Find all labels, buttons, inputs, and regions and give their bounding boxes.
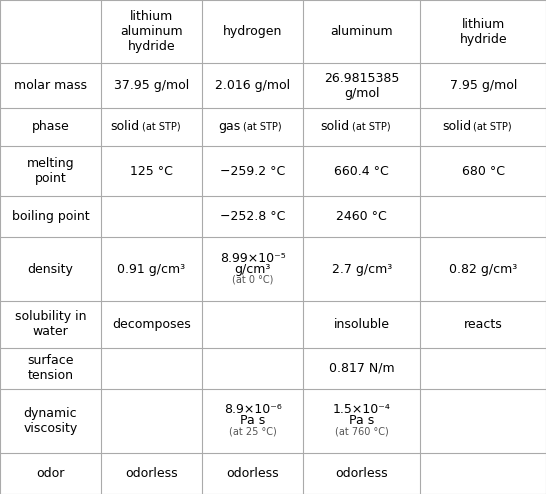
Text: melting
point: melting point [27, 157, 74, 185]
Text: −259.2 °C: −259.2 °C [220, 165, 285, 178]
Text: 0.82 g/cm³: 0.82 g/cm³ [449, 263, 518, 276]
Text: insoluble: insoluble [334, 318, 390, 331]
Text: boiling point: boiling point [11, 210, 90, 223]
Text: Pa s: Pa s [349, 414, 375, 427]
Text: 7.95 g/mol: 7.95 g/mol [449, 79, 517, 92]
Text: 37.95 g/mol: 37.95 g/mol [114, 79, 189, 92]
Text: 26.9815385
g/mol: 26.9815385 g/mol [324, 72, 400, 100]
Text: decomposes: decomposes [112, 318, 191, 331]
Text: reacts: reacts [464, 318, 502, 331]
Text: 8.99×10⁻⁵: 8.99×10⁻⁵ [219, 252, 286, 265]
Text: Pa s: Pa s [240, 414, 265, 427]
Text: 8.9×10⁻⁶: 8.9×10⁻⁶ [224, 404, 281, 416]
Text: (at STP): (at STP) [141, 122, 180, 132]
Text: 660.4 °C: 660.4 °C [334, 165, 389, 178]
Text: 2.7 g/cm³: 2.7 g/cm³ [331, 263, 392, 276]
Text: aluminum: aluminum [330, 25, 393, 38]
Text: odorless: odorless [226, 467, 279, 480]
Text: odorless: odorless [125, 467, 178, 480]
Text: odorless: odorless [335, 467, 388, 480]
Text: molar mass: molar mass [14, 79, 87, 92]
Text: −252.8 °C: −252.8 °C [220, 210, 285, 223]
Text: 2460 °C: 2460 °C [336, 210, 387, 223]
Text: 680 °C: 680 °C [462, 165, 505, 178]
Text: 125 °C: 125 °C [130, 165, 173, 178]
Text: dynamic
viscosity: dynamic viscosity [23, 407, 78, 435]
Text: gas: gas [218, 121, 240, 133]
Text: 2.016 g/mol: 2.016 g/mol [215, 79, 290, 92]
Text: solid: solid [110, 121, 139, 133]
Text: density: density [27, 263, 74, 276]
Text: (at 0 °C): (at 0 °C) [232, 275, 273, 285]
Text: lithium
hydride: lithium hydride [459, 18, 507, 46]
Text: 1.5×10⁻⁴: 1.5×10⁻⁴ [333, 404, 390, 416]
Text: (at STP): (at STP) [352, 122, 390, 132]
Text: (at STP): (at STP) [242, 122, 281, 132]
Text: odor: odor [37, 467, 64, 480]
Text: 0.817 N/m: 0.817 N/m [329, 362, 395, 375]
Text: lithium
aluminum
hydride: lithium aluminum hydride [120, 10, 183, 53]
Text: hydrogen: hydrogen [223, 25, 282, 38]
Text: solid: solid [321, 121, 350, 133]
Text: solid: solid [442, 121, 471, 133]
Text: (at 25 °C): (at 25 °C) [229, 427, 276, 437]
Text: surface
tension: surface tension [27, 354, 74, 382]
Text: 0.91 g/cm³: 0.91 g/cm³ [117, 263, 186, 276]
Text: phase: phase [32, 121, 69, 133]
Text: (at 760 °C): (at 760 °C) [335, 427, 389, 437]
Text: solubility in
water: solubility in water [15, 310, 86, 338]
Text: g/cm³: g/cm³ [234, 263, 271, 276]
Text: (at STP): (at STP) [473, 122, 512, 132]
